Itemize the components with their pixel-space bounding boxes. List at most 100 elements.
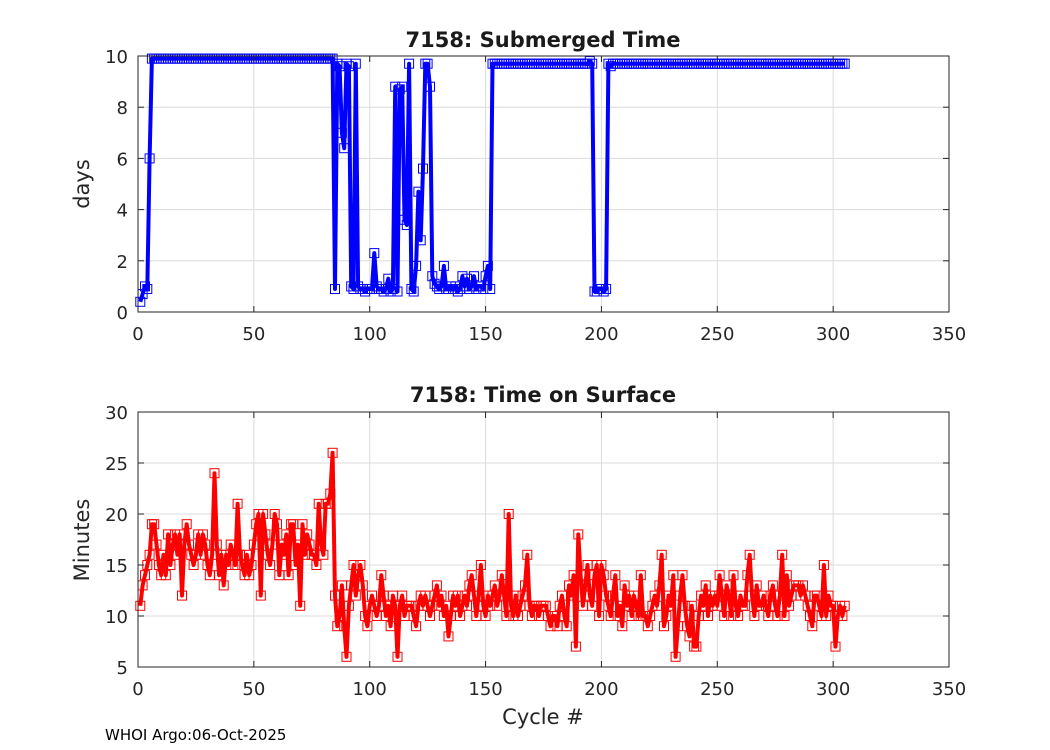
data-point-marker <box>251 519 262 530</box>
x-tick-label: 100 <box>353 324 387 345</box>
y-tick-label: 15 <box>105 556 128 577</box>
x-tick-label: 0 <box>132 679 143 700</box>
y-tick-label: 25 <box>105 454 128 475</box>
data-point-marker <box>330 284 340 294</box>
data-point-marker <box>726 611 737 621</box>
data-point-marker <box>418 163 428 174</box>
x-tick-label: 0 <box>132 324 143 345</box>
x-ticks: 0 50 100 150 200 250 300 350 <box>132 56 966 345</box>
data-point-marker <box>355 560 366 570</box>
data-point-marker <box>663 590 674 601</box>
data-point-marker <box>619 580 630 591</box>
data-point-marker <box>575 570 586 581</box>
chart-title: 7158: Time on Surface <box>410 383 676 407</box>
data-point-marker <box>399 214 410 225</box>
data-point-marker <box>265 560 276 570</box>
surface-time-panel: 0 50 100 150 200 250 300 350 5 10 15 20 25 30 7158: … <box>70 383 966 729</box>
data-point-marker <box>195 549 206 560</box>
submerged-time-panel: 0 50 100 150 200 250 300 350 0 2 4 6 8 10 7158: Subm… <box>70 28 966 345</box>
data-point-marker <box>837 611 848 621</box>
data-point-marker <box>774 590 785 601</box>
data-point-marker <box>605 611 616 621</box>
data-point-marker <box>330 590 340 601</box>
data-point-marker <box>406 284 417 294</box>
y-tick-label: 20 <box>105 505 128 526</box>
y-tick-label: 8 <box>117 98 128 119</box>
data-point-marker <box>475 560 486 570</box>
y-tick-label: 10 <box>105 607 128 628</box>
data-point-marker <box>675 590 686 601</box>
data-point-marker <box>232 498 243 509</box>
data-point-marker <box>158 549 169 560</box>
data-point-marker <box>230 560 241 570</box>
data-point-marker <box>188 560 199 570</box>
data-point-marker <box>343 600 354 611</box>
data-point-marker <box>225 539 236 550</box>
x-ticks: 0 50 100 150 200 250 300 350 <box>132 412 966 700</box>
data-point-marker <box>149 519 160 530</box>
data-point-marker <box>814 600 825 611</box>
data-point-marker <box>466 570 477 581</box>
data-point-marker <box>434 600 445 611</box>
data-point-marker <box>598 286 609 297</box>
data-point-marker <box>679 600 690 611</box>
data-point-marker <box>369 248 380 259</box>
data-point-marker <box>455 611 466 621</box>
data-point-marker <box>482 260 493 271</box>
data-point-marker <box>302 529 313 540</box>
data-point-marker <box>327 447 338 458</box>
data-point-marker <box>784 600 795 611</box>
data-point-marker <box>645 611 656 621</box>
data-point-marker <box>135 296 146 307</box>
footer-credit: WHOI Argo:06-Oct-2025 <box>105 726 287 744</box>
data-point-marker <box>728 570 739 581</box>
data-point-marker <box>564 580 574 591</box>
data-point-marker <box>744 549 755 560</box>
y-tick-label: 0 <box>117 303 128 324</box>
data-point-marker <box>297 519 308 530</box>
data-point-marker <box>545 621 556 632</box>
data-point-marker <box>304 539 315 550</box>
chart-title: 7158: Submerged Time <box>405 28 680 52</box>
data-point-marker <box>686 600 697 611</box>
data-point-marker <box>339 621 350 632</box>
data-point-marker <box>652 600 662 611</box>
data-point-marker <box>241 549 252 560</box>
data-point-marker <box>438 260 449 271</box>
data-point-marker <box>559 611 570 621</box>
data-point-marker <box>781 570 792 581</box>
data-point-marker <box>501 611 512 621</box>
data-point-marker <box>346 580 357 591</box>
data-point-marker <box>350 58 361 69</box>
plot-area <box>138 56 949 312</box>
data-point-marker <box>772 611 783 621</box>
x-tick-label: 150 <box>468 679 502 700</box>
series <box>135 447 850 662</box>
data-point-marker <box>635 570 646 581</box>
x-tick-label: 250 <box>700 324 734 345</box>
data-point-marker <box>656 549 667 560</box>
data-point-marker <box>723 590 734 601</box>
y-axis-label: Minutes <box>70 499 94 582</box>
data-point-marker <box>380 611 391 621</box>
data-point-marker <box>401 220 412 230</box>
data-point-marker <box>462 600 472 611</box>
data-point-marker <box>767 580 778 591</box>
data-point-marker <box>684 631 695 642</box>
data-point-marker <box>691 641 702 652</box>
data-point-marker <box>487 590 498 601</box>
data-point-marker <box>177 590 187 601</box>
data-point-marker <box>823 590 834 601</box>
data-point-marker <box>828 600 839 611</box>
y-tick-label: 2 <box>117 252 128 273</box>
data-point-marker <box>561 621 572 632</box>
data-point-marker <box>260 529 271 540</box>
data-point-marker <box>295 600 306 611</box>
data-point-marker <box>802 600 813 611</box>
data-point-marker <box>719 611 730 621</box>
data-point-marker <box>758 590 769 601</box>
data-point-marker <box>649 590 660 601</box>
data-point-marker <box>376 570 387 581</box>
data-point-marker <box>510 590 521 601</box>
